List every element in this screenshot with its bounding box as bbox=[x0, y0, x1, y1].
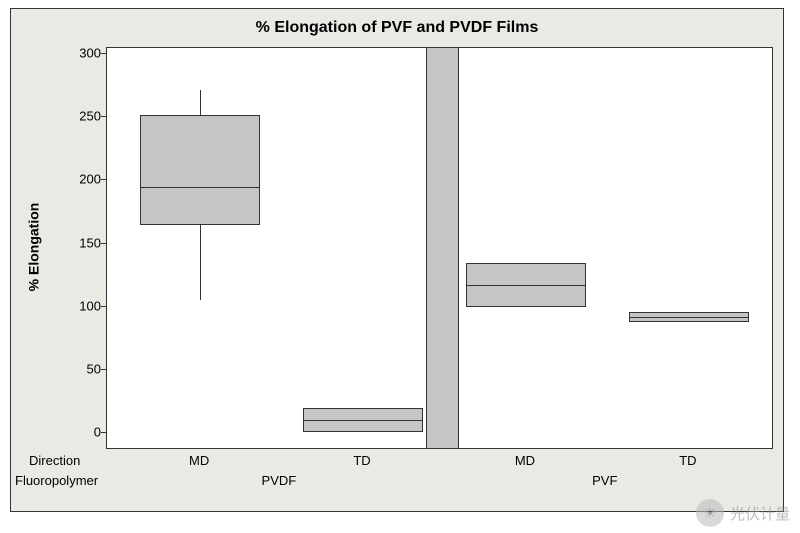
chart-title: % Elongation of PVF and PVDF Films bbox=[11, 19, 783, 37]
plot-area bbox=[106, 47, 773, 449]
median-line bbox=[140, 187, 260, 188]
box bbox=[140, 115, 260, 225]
group-divider bbox=[426, 47, 459, 449]
x-row-label-direction: Direction bbox=[29, 453, 80, 468]
watermark: ☀ 光伏计量 bbox=[696, 499, 790, 527]
watermark-text: 光伏计量 bbox=[730, 503, 790, 524]
whisker-upper bbox=[200, 90, 201, 115]
chart-container: % Elongation of PVF and PVDF Films % Elo… bbox=[0, 0, 800, 533]
median-line bbox=[629, 317, 749, 318]
x-row-label-fluoropolymer: Fluoropolymer bbox=[15, 473, 98, 488]
y-axis-label: % Elongation bbox=[23, 47, 43, 447]
watermark-icon: ☀ bbox=[696, 499, 724, 527]
median-line bbox=[303, 420, 423, 421]
x-tick-direction: MD bbox=[189, 453, 209, 468]
y-tick-label: 0 bbox=[61, 424, 101, 439]
y-tick-label: 300 bbox=[61, 46, 101, 61]
x-tick-direction: TD bbox=[679, 453, 696, 468]
y-tick-label: 50 bbox=[61, 361, 101, 376]
x-group-label: PVF bbox=[592, 473, 617, 488]
chart-frame: % Elongation of PVF and PVDF Films % Elo… bbox=[10, 8, 784, 512]
x-tick-direction: MD bbox=[515, 453, 535, 468]
y-tick-label: 100 bbox=[61, 298, 101, 313]
y-tick-label: 250 bbox=[61, 109, 101, 124]
whisker-lower bbox=[200, 225, 201, 301]
x-group-label: PVDF bbox=[262, 473, 297, 488]
x-tick-direction: TD bbox=[353, 453, 370, 468]
y-tick-label: 200 bbox=[61, 172, 101, 187]
median-line bbox=[466, 285, 586, 286]
y-tick-label: 150 bbox=[61, 235, 101, 250]
